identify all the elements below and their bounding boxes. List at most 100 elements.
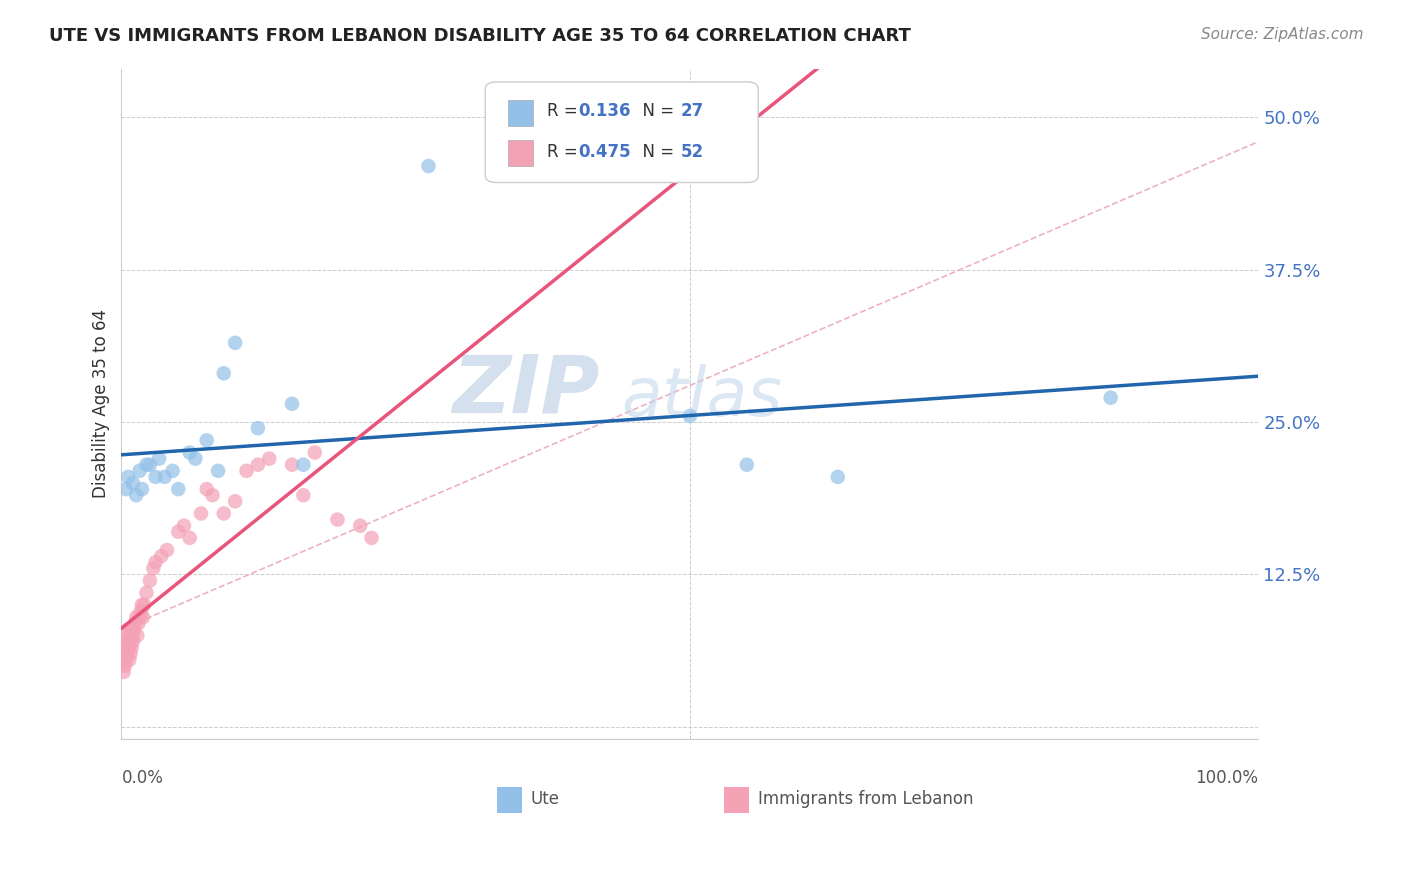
Text: 0.475: 0.475 xyxy=(578,143,631,161)
Point xyxy=(827,470,849,484)
Point xyxy=(111,653,134,667)
Text: atlas: atlas xyxy=(621,364,783,430)
Point xyxy=(259,451,281,466)
Point xyxy=(148,451,170,466)
Point xyxy=(142,561,165,575)
Point xyxy=(156,543,179,558)
Point xyxy=(184,451,207,466)
Point xyxy=(125,610,148,624)
Point xyxy=(145,555,167,569)
Text: Source: ZipAtlas.com: Source: ZipAtlas.com xyxy=(1201,27,1364,42)
Point xyxy=(212,366,235,380)
Point xyxy=(128,464,150,478)
Point xyxy=(128,616,150,631)
Point xyxy=(115,482,138,496)
Point xyxy=(212,507,235,521)
Point xyxy=(139,574,162,588)
Point xyxy=(292,488,315,502)
Text: R =: R = xyxy=(547,143,582,161)
Point xyxy=(121,640,143,655)
Text: UTE VS IMMIGRANTS FROM LEBANON DISABILITY AGE 35 TO 64 CORRELATION CHART: UTE VS IMMIGRANTS FROM LEBANON DISABILIT… xyxy=(49,27,911,45)
Point xyxy=(112,647,135,661)
Point xyxy=(131,598,153,612)
Point xyxy=(145,470,167,484)
Point xyxy=(224,494,246,508)
Point xyxy=(139,458,162,472)
Point xyxy=(349,518,371,533)
Point xyxy=(115,653,138,667)
Point xyxy=(129,604,152,618)
Point xyxy=(114,640,136,655)
Point xyxy=(195,482,218,496)
Point xyxy=(121,634,143,648)
Point xyxy=(292,458,315,472)
Point xyxy=(201,488,224,502)
Point xyxy=(118,634,141,648)
Point xyxy=(179,445,201,459)
Text: 0.0%: 0.0% xyxy=(121,770,163,788)
Point xyxy=(121,475,143,490)
Point xyxy=(304,445,326,459)
Point xyxy=(127,628,149,642)
FancyBboxPatch shape xyxy=(508,100,533,126)
Text: N =: N = xyxy=(631,143,679,161)
Point xyxy=(326,512,349,526)
Point xyxy=(167,482,190,496)
Point xyxy=(115,647,138,661)
Point xyxy=(117,622,139,636)
Point xyxy=(281,458,304,472)
Point xyxy=(112,665,135,679)
Point xyxy=(132,610,155,624)
Point xyxy=(281,397,304,411)
Point xyxy=(246,458,269,472)
Text: Immigrants from Lebanon: Immigrants from Lebanon xyxy=(758,790,974,808)
Point xyxy=(121,628,143,642)
Point xyxy=(195,434,218,448)
Text: R =: R = xyxy=(547,103,582,120)
Point xyxy=(360,531,382,545)
Text: N =: N = xyxy=(631,103,679,120)
Point xyxy=(117,640,139,655)
Point xyxy=(135,585,157,599)
Point xyxy=(134,598,156,612)
Point xyxy=(153,470,176,484)
FancyBboxPatch shape xyxy=(724,788,749,813)
Point xyxy=(190,507,212,521)
Point xyxy=(115,634,138,648)
Point xyxy=(115,628,138,642)
Text: ZIP: ZIP xyxy=(451,351,599,429)
Point xyxy=(1099,391,1122,405)
Text: Ute: Ute xyxy=(531,790,560,808)
Point xyxy=(117,470,139,484)
Text: 52: 52 xyxy=(681,143,704,161)
Point xyxy=(679,409,702,423)
Point xyxy=(735,458,758,472)
Point xyxy=(179,531,201,545)
Point xyxy=(122,622,145,636)
Point xyxy=(124,616,146,631)
Point xyxy=(131,482,153,496)
Point xyxy=(224,335,246,350)
Text: 100.0%: 100.0% xyxy=(1195,770,1258,788)
Point xyxy=(246,421,269,435)
FancyBboxPatch shape xyxy=(496,788,522,813)
Point xyxy=(418,159,440,173)
FancyBboxPatch shape xyxy=(485,82,758,183)
Point xyxy=(207,464,229,478)
Point xyxy=(150,549,173,563)
Point xyxy=(125,488,148,502)
Point xyxy=(167,524,190,539)
Point xyxy=(173,518,195,533)
Point xyxy=(162,464,184,478)
Point xyxy=(120,647,142,661)
Point xyxy=(128,610,150,624)
Text: 27: 27 xyxy=(681,103,704,120)
Point xyxy=(120,628,142,642)
Point xyxy=(235,464,257,478)
Y-axis label: Disability Age 35 to 64: Disability Age 35 to 64 xyxy=(93,310,110,499)
Text: 0.136: 0.136 xyxy=(578,103,631,120)
Point xyxy=(118,653,141,667)
FancyBboxPatch shape xyxy=(508,140,533,166)
Point xyxy=(135,458,157,472)
Point xyxy=(121,622,143,636)
